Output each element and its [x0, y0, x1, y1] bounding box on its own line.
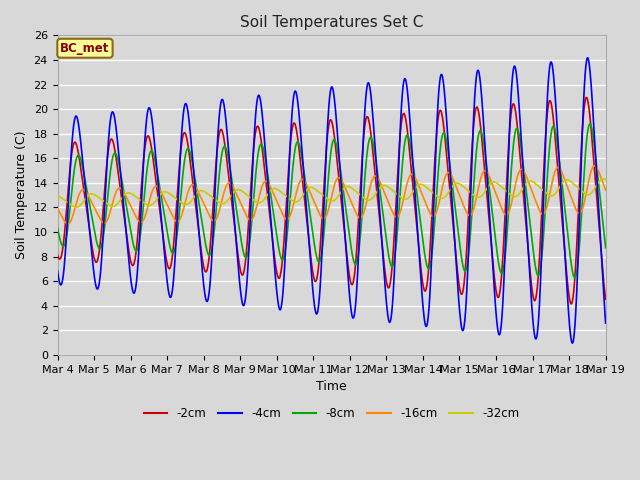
- Y-axis label: Soil Temperature (C): Soil Temperature (C): [15, 131, 28, 259]
- Legend: -2cm, -4cm, -8cm, -16cm, -32cm: -2cm, -4cm, -8cm, -16cm, -32cm: [139, 402, 524, 425]
- X-axis label: Time: Time: [316, 380, 347, 393]
- Text: BC_met: BC_met: [60, 42, 109, 55]
- Title: Soil Temperatures Set C: Soil Temperatures Set C: [240, 15, 423, 30]
